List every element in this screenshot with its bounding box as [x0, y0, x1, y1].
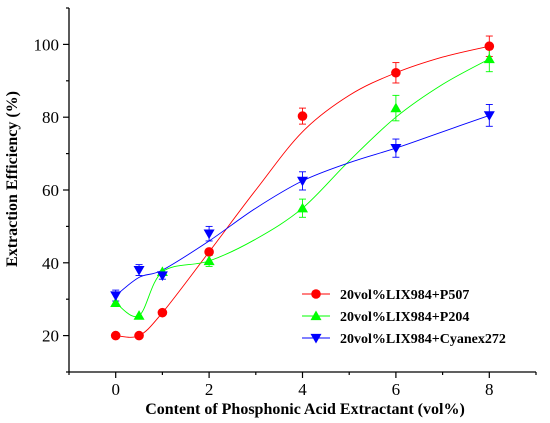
fit-curve-1	[115, 45, 490, 338]
legend-label: 20vol%LIX984+P507	[340, 288, 469, 303]
y-tick-label: 60	[42, 181, 59, 200]
legend-marker	[310, 310, 322, 321]
data-point	[483, 111, 495, 121]
data-point	[390, 144, 402, 154]
x-tick-label: 4	[298, 380, 307, 399]
data-point	[133, 265, 145, 276]
legend-marker	[310, 333, 322, 344]
data-point	[110, 330, 121, 341]
data-point	[157, 307, 168, 318]
fit-curves	[115, 45, 490, 338]
data-point	[156, 271, 168, 282]
data-point	[110, 291, 122, 302]
y-tick-label: 20	[42, 327, 59, 346]
data-point	[203, 229, 215, 240]
data-point	[110, 297, 122, 307]
x-axis-title: Content of Phosphonic Acid Extractant (v…	[145, 401, 465, 418]
data-markers	[110, 41, 495, 341]
legend: 20vol%LIX984+P507 20vol%LIX984+P204 20vol%…	[302, 288, 506, 347]
axes: 0 2 4 6 8 20 40 60 80 100	[34, 7, 537, 399]
legend-marker	[311, 289, 321, 299]
data-point	[134, 330, 144, 341]
y-tick-label: 100	[34, 35, 60, 54]
data-point	[483, 53, 495, 64]
error-bars	[112, 35, 493, 302]
data-point	[297, 111, 308, 121]
y-tick-label: 80	[42, 108, 59, 127]
fit-curve-2	[115, 58, 490, 318]
fit-curve-3	[115, 114, 490, 296]
data-point	[297, 176, 308, 187]
legend-label: 20vol%LIX984+Cyanex272	[340, 332, 506, 347]
legend-label: 20vol%LIX984+P204	[340, 310, 469, 325]
x-tick-label: 8	[485, 380, 494, 399]
x-tick-label: 2	[205, 380, 214, 399]
data-point	[133, 310, 145, 320]
y-tick-label: 40	[42, 254, 59, 273]
data-point	[391, 67, 401, 78]
data-point	[390, 102, 402, 113]
data-point	[484, 41, 495, 52]
data-point	[204, 247, 214, 257]
x-tick-label: 6	[392, 380, 401, 399]
data-point	[203, 255, 215, 266]
x-tick-label: 0	[111, 380, 120, 399]
y-axis-title: Extraction Efficiency (%)	[4, 91, 21, 267]
data-point	[297, 202, 308, 213]
